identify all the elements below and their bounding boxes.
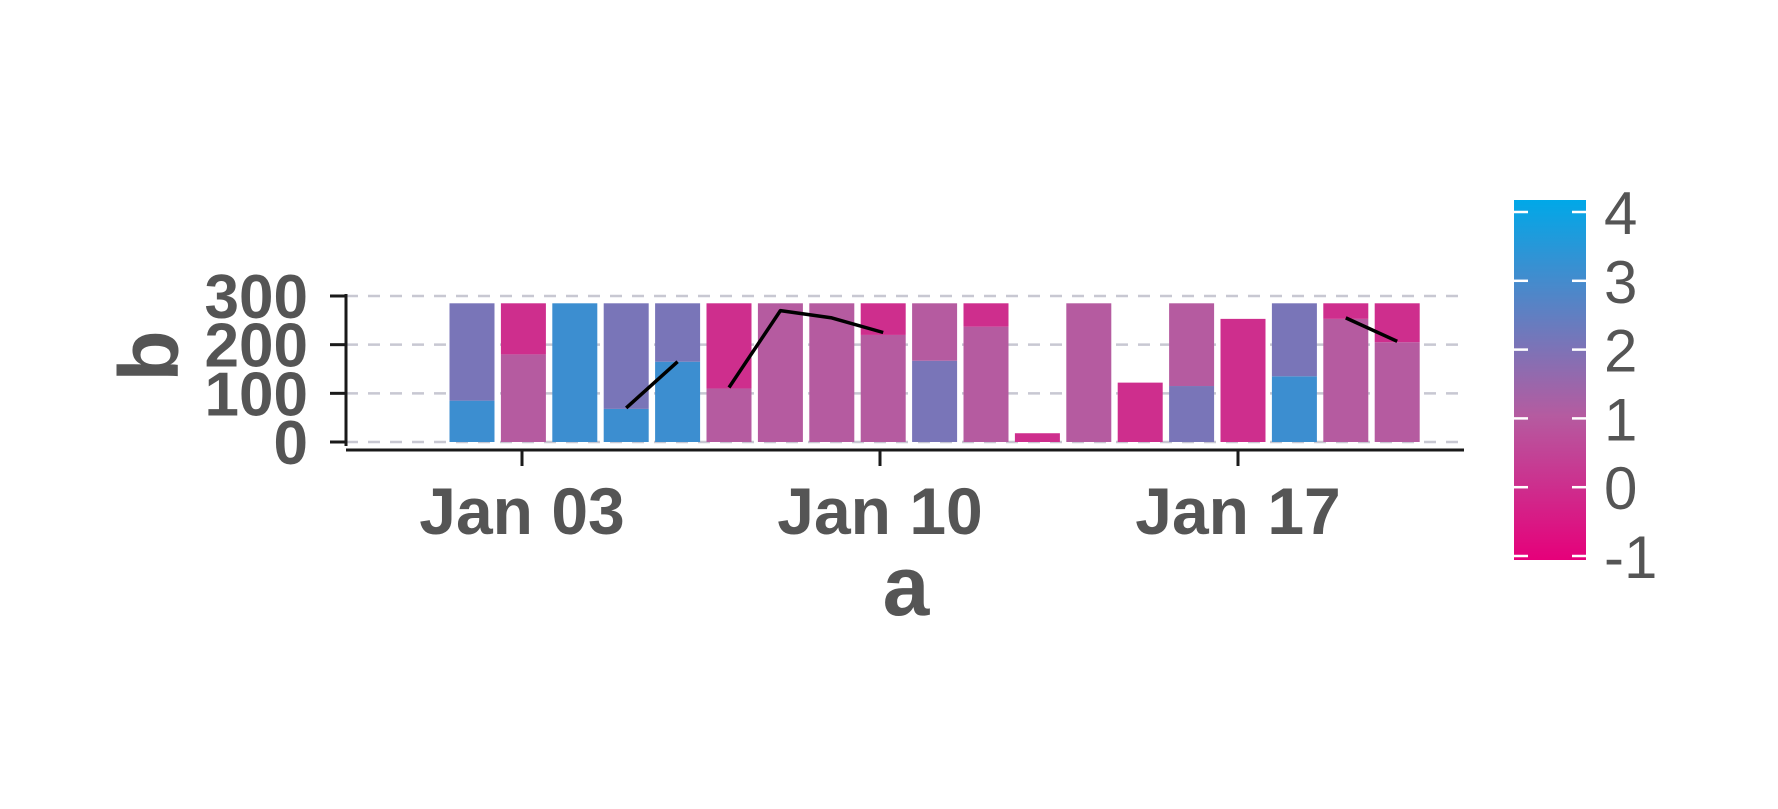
bar-segment: [1117, 382, 1163, 442]
bar-segment: [1323, 303, 1369, 319]
bar-segment: [655, 303, 701, 362]
bar-segment: [500, 303, 546, 355]
y-tick-label: 300: [205, 263, 308, 332]
colorbar-gradient: [1514, 200, 1586, 560]
bar-segment: [963, 326, 1009, 442]
bar-segment: [1169, 303, 1215, 387]
bar-segment: [1014, 433, 1060, 442]
bar-segment: [603, 408, 649, 442]
bar-segment: [706, 303, 752, 389]
bar-segment: [1271, 376, 1317, 442]
bar-segment: [912, 360, 958, 442]
x-tick-label: Jan 17: [1135, 474, 1340, 548]
bar-segment: [912, 303, 958, 361]
bar-segment: [1374, 342, 1420, 442]
bar-segment: [449, 400, 495, 442]
y-tick-label: 100: [205, 360, 308, 429]
colorbar-tick-label: 4: [1604, 180, 1637, 247]
x-axis-title: a: [883, 539, 931, 633]
x-tick-label: Jan 10: [777, 474, 982, 548]
bar-segment: [1374, 303, 1420, 343]
bar-segment: [809, 303, 855, 442]
bar-segment: [963, 303, 1009, 327]
bar-segment: [757, 303, 803, 442]
line-segment: [727, 308, 884, 389]
colorbar-tick-label: 3: [1604, 249, 1637, 316]
y-tick-label: 200: [205, 312, 308, 381]
bar-segment: [449, 303, 495, 401]
line-series: [625, 308, 1398, 410]
bar-segment: [706, 388, 752, 442]
bar-segment: [1066, 303, 1112, 442]
bar-segment: [552, 303, 598, 442]
x-tick-label: Jan 03: [419, 474, 624, 548]
bars: [449, 303, 1420, 442]
y-axis-title: b: [102, 330, 196, 381]
bar-segment: [1169, 386, 1215, 442]
bar-segment: [1220, 318, 1266, 442]
bar-segment: [500, 354, 546, 442]
bar-segment: [860, 303, 906, 335]
bar-segment: [1323, 318, 1369, 442]
colorbar-tick-label: 1: [1604, 386, 1637, 453]
y-tick-label: 0: [274, 409, 308, 478]
line-segment: [1345, 316, 1398, 343]
bar-segment: [603, 303, 649, 409]
bar-segment: [860, 334, 906, 442]
line-segment: [625, 360, 679, 410]
colorbar-tick-label: -1: [1604, 524, 1657, 591]
colorbar-tick-label: 2: [1604, 318, 1637, 385]
bar-segment: [1271, 303, 1317, 377]
colorbar-tick-label: 0: [1604, 455, 1637, 522]
